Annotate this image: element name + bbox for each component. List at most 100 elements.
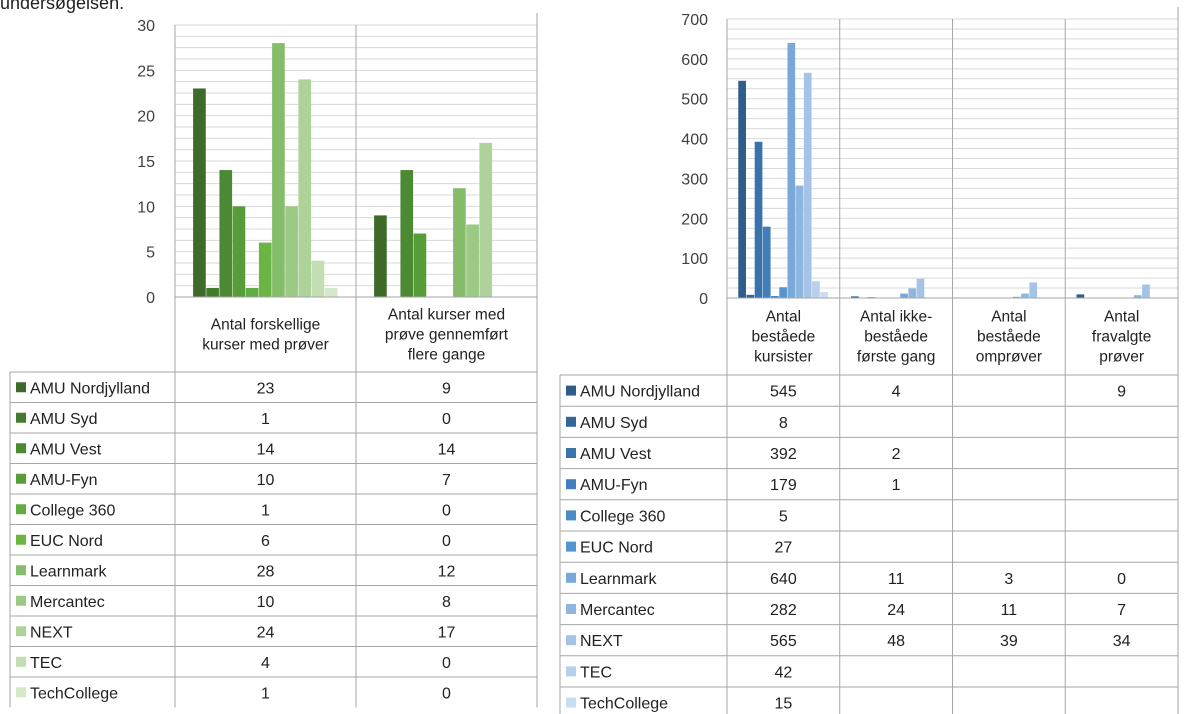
- legend-swatch: [566, 416, 576, 427]
- table-cell-value: 39: [1000, 633, 1018, 650]
- legend-swatch: [16, 595, 26, 606]
- legend-label: TechCollege: [30, 685, 118, 702]
- legend-label: EUC Nord: [30, 533, 103, 550]
- legend-swatch: [16, 412, 26, 423]
- y-tick-label: 20: [137, 109, 155, 126]
- table-cell-value: 9: [442, 380, 451, 397]
- category-label: flere gange: [408, 347, 486, 364]
- table-cell-value: 392: [770, 446, 797, 463]
- legend-swatch: [566, 510, 576, 521]
- category-label: Antal ikke-: [860, 309, 932, 326]
- category-label: kursister: [754, 349, 813, 366]
- legend-label: AMU Nordjylland: [30, 380, 150, 397]
- legend-label: AMU-Fyn: [30, 472, 98, 489]
- legend-swatch: [16, 687, 26, 698]
- legend-label: NEXT: [580, 633, 623, 650]
- table-cell-value: 545: [770, 384, 797, 401]
- legend-swatch: [16, 565, 26, 576]
- legend-swatch: [566, 541, 576, 552]
- bar-mercantec: [285, 206, 298, 297]
- category-label: beståede: [977, 329, 1041, 346]
- bar-amu-vest: [754, 141, 763, 298]
- table-cell-value: 4: [892, 384, 901, 401]
- category-label: fravalgte: [1092, 329, 1151, 346]
- table-cell-value: 565: [770, 633, 797, 650]
- table-cell-value: 34: [1113, 633, 1131, 650]
- y-tick-label: 700: [681, 12, 708, 29]
- table-cell-value: 1: [261, 685, 270, 702]
- bar-learnmark: [787, 42, 796, 298]
- table-cell-value: 0: [442, 502, 451, 519]
- table-cell-value: 24: [257, 624, 275, 641]
- bar-tec: [311, 260, 325, 297]
- category-label: beståede: [751, 329, 815, 346]
- y-tick-label: 0: [699, 291, 708, 308]
- legend-swatch: [16, 534, 26, 545]
- table-cell-value: 1: [261, 502, 270, 519]
- y-tick-label: 10: [137, 199, 155, 216]
- y-tick-label: 300: [681, 171, 708, 188]
- legend-label: TechCollege: [580, 696, 668, 713]
- category-label: prøve gennemført: [385, 327, 509, 344]
- y-tick-label: 100: [681, 251, 708, 268]
- table-cell-value: 11: [1001, 602, 1018, 619]
- bar-amu-nordjylland: [193, 88, 206, 297]
- bar-college-360: [245, 287, 259, 297]
- legend-label: AMU Syd: [580, 415, 648, 432]
- bar-tec: [812, 281, 820, 298]
- table-cell-value: 1: [892, 477, 901, 494]
- category-label: Antal: [1104, 309, 1139, 326]
- table-cell-value: 8: [442, 594, 451, 611]
- category-label: omprøver: [976, 349, 1042, 366]
- bar-mercantec: [908, 288, 917, 298]
- category-label: Antal: [766, 309, 801, 326]
- bar-amu-nordjylland: [851, 296, 859, 298]
- table-cell-value: 0: [442, 685, 451, 702]
- bar-amu-fyn: [413, 233, 427, 297]
- bar-techcollege: [324, 287, 338, 297]
- legend-label: TEC: [30, 655, 62, 672]
- bar-learnmark: [272, 43, 285, 298]
- legend-label: Learnmark: [580, 571, 657, 588]
- legend-swatch: [16, 473, 26, 484]
- table-cell-value: 23: [257, 380, 275, 397]
- legend-swatch: [566, 635, 576, 646]
- table-cell-value: 6: [261, 533, 270, 550]
- bar-amu-nordjylland: [1076, 294, 1085, 298]
- legend-label: College 360: [30, 502, 116, 519]
- category-label: prøver: [1099, 349, 1144, 366]
- table-cell-value: 0: [442, 655, 451, 672]
- table-cell-value: 15: [774, 696, 792, 713]
- legend-swatch: [16, 443, 26, 454]
- table-cell-value: 7: [442, 472, 451, 489]
- table-cell-value: 640: [770, 571, 797, 588]
- category-label: beståede: [864, 329, 928, 346]
- legend-swatch: [16, 504, 26, 515]
- legend-swatch: [16, 382, 26, 393]
- y-tick-label: 5: [146, 245, 155, 262]
- table-cell-value: 28: [257, 563, 275, 580]
- legend-label: Learnmark: [30, 563, 107, 580]
- table-cell-value: 10: [257, 594, 275, 611]
- legend-label: AMU Vest: [580, 446, 652, 463]
- category-label: Antal kurser med: [388, 307, 505, 324]
- bar-amu-syd: [746, 294, 755, 298]
- legend-swatch: [566, 479, 576, 490]
- bar-amu-vest: [219, 170, 233, 297]
- y-tick-label: 400: [681, 132, 708, 149]
- table-cell-value: 282: [770, 602, 797, 619]
- table-cell-value: 17: [438, 624, 456, 641]
- bar-amu-fyn: [762, 226, 771, 298]
- legend-label: EUC Nord: [580, 540, 653, 557]
- legend-swatch: [566, 697, 576, 708]
- table-cell-value: 48: [887, 633, 905, 650]
- table-cell-value: 0: [442, 533, 451, 550]
- category-label: Antal forskellige: [211, 317, 320, 334]
- y-tick-label: 0: [146, 290, 155, 307]
- y-tick-label: 15: [137, 154, 155, 171]
- table-cell-value: 14: [257, 441, 275, 458]
- legend-swatch: [566, 604, 576, 614]
- bar-mercantec: [1133, 295, 1142, 298]
- y-tick-label: 25: [137, 63, 155, 80]
